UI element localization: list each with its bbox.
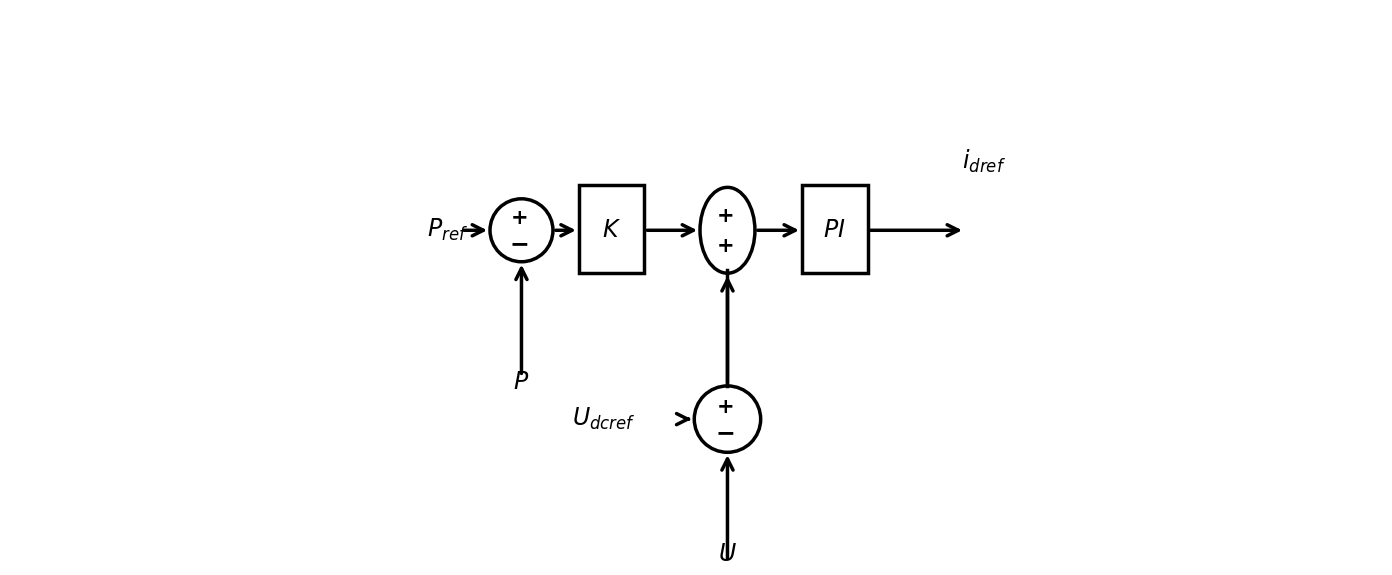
Bar — [802, 185, 867, 273]
Text: $K$: $K$ — [603, 218, 621, 242]
Text: $U$: $U$ — [718, 542, 736, 566]
Text: +: + — [717, 236, 735, 256]
Text: +: + — [717, 397, 735, 416]
Text: $U_{dcref}$: $U_{dcref}$ — [572, 406, 636, 432]
Text: −: − — [715, 421, 735, 446]
Text: −: − — [509, 232, 529, 256]
Text: $i_{dref}$: $i_{dref}$ — [962, 148, 1006, 175]
Text: +: + — [717, 206, 735, 226]
Text: $P$: $P$ — [514, 370, 529, 394]
Text: $P_{ref}$: $P_{ref}$ — [427, 217, 468, 243]
Text: $PI$: $PI$ — [824, 218, 846, 242]
Text: +: + — [511, 208, 529, 228]
Bar — [579, 185, 644, 273]
